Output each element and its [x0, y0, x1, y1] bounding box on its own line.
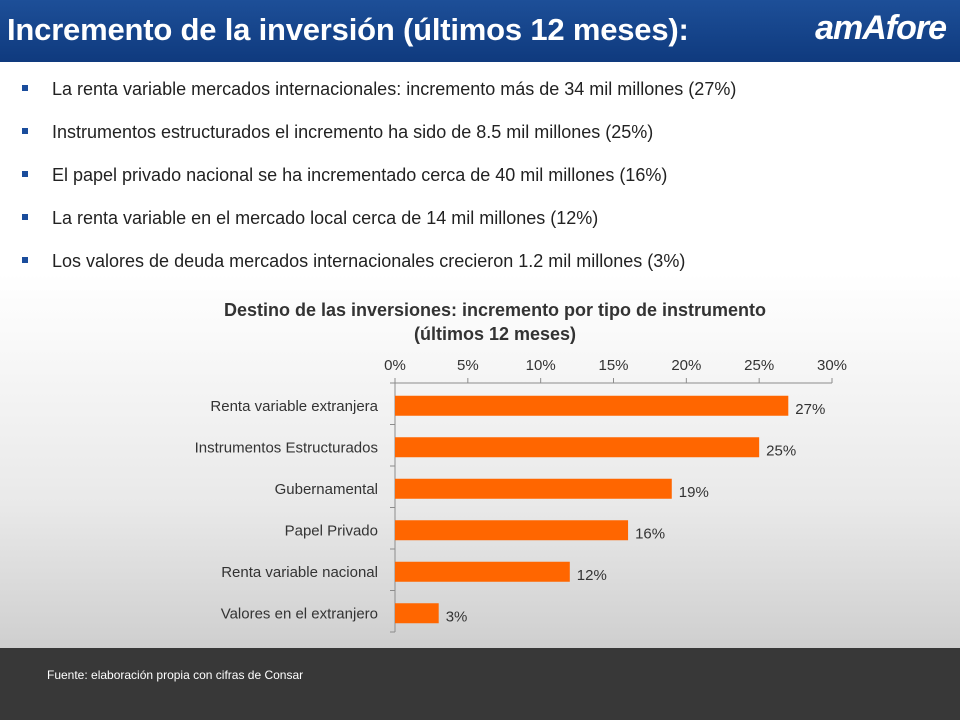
- bullet-list: La renta variable mercados internacional…: [22, 70, 942, 285]
- x-tick-label: 0%: [384, 357, 406, 374]
- bar: [395, 478, 672, 499]
- bullet-text: Los valores de deuda mercados internacio…: [52, 251, 686, 271]
- source-note: Fuente: elaboración propia con cifras de…: [47, 668, 304, 682]
- x-tick-label: 30%: [817, 357, 847, 374]
- chart-title-line2: (últimos 12 meses): [413, 324, 577, 344]
- category-label: Gubernamental: [275, 481, 378, 498]
- bullet-square-icon: [22, 171, 28, 177]
- category-label: Instrumentos Estructurados: [195, 439, 378, 456]
- x-tick-label: 10%: [526, 357, 556, 374]
- bullet-item: La renta variable en el mercado local ce…: [22, 199, 942, 242]
- category-label: Renta variable nacional: [221, 564, 378, 581]
- category-label: Renta variable extranjera: [210, 398, 378, 415]
- x-tick-label: 15%: [598, 357, 628, 374]
- x-tick-label: 20%: [671, 357, 701, 374]
- bullet-text: Instrumentos estructurados el incremento…: [52, 122, 654, 142]
- page-title: Incremento de la inversión (últimos 12 m…: [7, 12, 689, 47]
- bullet-text: La renta variable en el mercado local ce…: [52, 208, 599, 228]
- x-tick-label: 5%: [457, 357, 479, 374]
- x-tick-label: 25%: [744, 357, 774, 374]
- bullet-square-icon: [22, 214, 28, 220]
- bullet-square-icon: [22, 128, 28, 134]
- chart-title-line1: Destino de las inversiones: incremento p…: [223, 300, 767, 320]
- data-label: 12%: [577, 567, 607, 584]
- brand-logo: amAfore: [815, 9, 947, 47]
- footer-bar: Fuente: elaboración propia con cifras de…: [0, 648, 960, 720]
- bullet-text: La renta variable mercados internacional…: [52, 79, 737, 99]
- bar: [395, 603, 439, 624]
- chart-title: Destino de las inversiones: incremento p…: [0, 298, 960, 346]
- bullet-item: La renta variable mercados internacional…: [22, 70, 942, 113]
- bullet-item: El papel privado nacional se ha incremen…: [22, 156, 942, 199]
- data-label: 16%: [635, 525, 665, 542]
- data-label: 3%: [446, 608, 468, 625]
- bullet-item: Los valores de deuda mercados internacio…: [22, 242, 942, 285]
- data-label: 19%: [679, 484, 709, 501]
- data-label: 25%: [766, 442, 796, 459]
- header-bar: Incremento de la inversión (últimos 12 m…: [0, 0, 960, 62]
- bullet-square-icon: [22, 257, 28, 263]
- bullet-item: Instrumentos estructurados el incremento…: [22, 113, 942, 156]
- category-label: Valores en el extranjero: [221, 605, 378, 622]
- bullet-text: El papel privado nacional se ha incremen…: [52, 165, 668, 185]
- bar: [395, 437, 760, 458]
- bullet-square-icon: [22, 85, 28, 91]
- bar: [395, 520, 629, 541]
- bar: [395, 395, 789, 416]
- bar: [395, 561, 570, 582]
- category-label: Papel Privado: [285, 522, 378, 539]
- data-label: 27%: [795, 401, 825, 418]
